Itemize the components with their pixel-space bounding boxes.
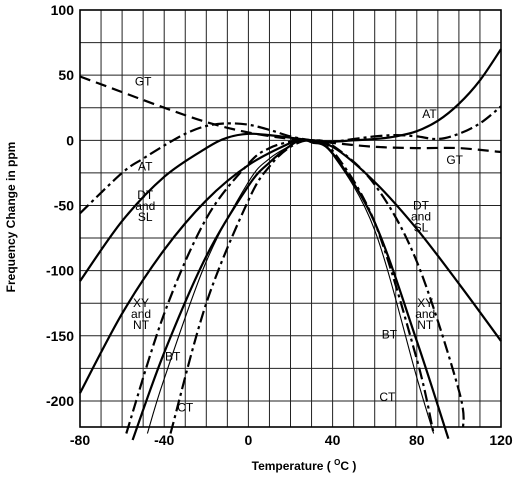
curve-label: GT [446,153,463,167]
curve-label-line: XY [417,296,433,310]
y-tick-label: -50 [54,197,74,213]
curve-label-line: DT [137,188,154,202]
curve-label-line: SL [414,220,429,234]
curve-label-line: NT [417,318,434,332]
curve-label: CT [379,390,396,404]
curve-label-line: BT [382,327,398,341]
series-line-ct [169,139,435,434]
curve-label: DT and SL [135,188,155,224]
x-tick-label: 40 [325,432,341,448]
x-axis-title: Temperature ( OC ) [252,458,357,473]
y-tick-label: 0 [66,132,74,148]
curve-label-line: SL [138,210,153,224]
x-axis-title-close: ) [352,459,356,473]
series-line-ct [125,138,465,434]
curve-label-line: NT [133,318,150,332]
series-line-at [79,105,502,215]
curve-label-line: XY [133,296,149,310]
curve-label-line: and [415,307,435,321]
curve-label-line: and [131,307,151,321]
curve-label-line: CT [379,390,396,404]
curve-label-line: and [135,199,155,213]
y-tick-label: -200 [46,393,74,409]
curve-label-line: GT [446,153,463,167]
x-tick-label: 120 [489,432,513,448]
y-tick-label: 50 [58,67,74,83]
x-tick-label: -40 [154,432,174,448]
x-tick-label: 80 [409,432,425,448]
series-line-bt [146,139,435,434]
y-tick-label: -150 [46,328,74,344]
curve-label-line: AT [422,107,437,121]
curve-label-line: AT [138,159,153,173]
series-line-gt [79,75,502,154]
x-tick-label: -80 [70,432,90,448]
curve-label: DT and SL [411,198,431,234]
curve-label-line: and [411,209,431,223]
curve-label: BT [382,327,398,341]
curve-label-line: CT [177,400,194,414]
x-axis-title-text: Temperature [252,459,324,473]
curve-label-line: DT [413,198,430,212]
x-tick-label: 0 [245,432,253,448]
series-lines [79,48,502,441]
curve-label: GT [135,75,152,89]
grid [80,10,501,427]
y-tick-label: -100 [46,263,74,279]
plot-frame [79,9,502,428]
curve-label: CT [177,400,194,414]
x-axis-title-open: ( [327,459,331,473]
curve-label: AT [138,159,153,173]
curve-label: BT [165,350,181,364]
curve-label: XY and NT [415,296,435,332]
curve-label: XY and NT [131,296,151,332]
x-axis-unit-degree: O [334,458,340,467]
tick-labels: 100 50 0 -50 -100 -150 -200 -80 -40 0 40 80 120 [46,2,513,448]
curve-label: AT [422,107,437,121]
curve-label-line: BT [165,350,181,364]
x-axis-unit-celsius: C [340,459,349,473]
y-tick-label: 100 [51,2,75,18]
curve-label-line: GT [135,75,152,89]
y-axis-title: Frequency Change in ppm [4,142,18,293]
